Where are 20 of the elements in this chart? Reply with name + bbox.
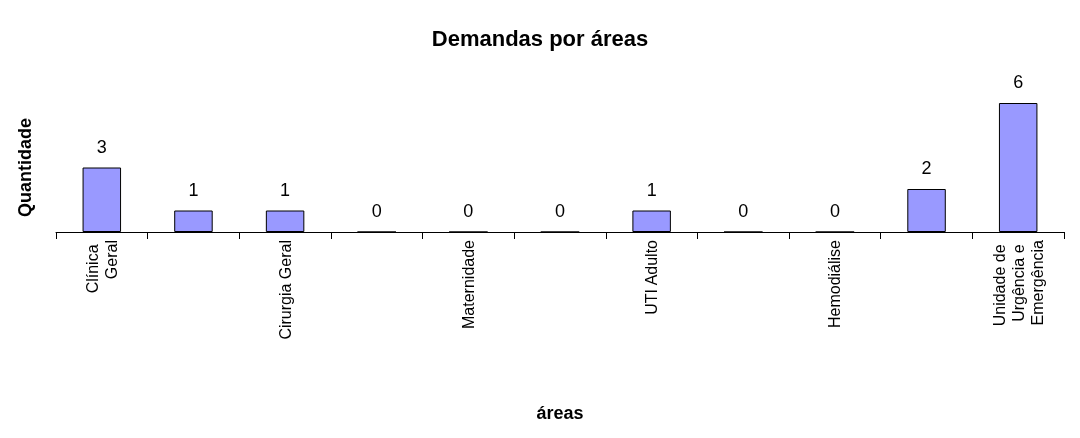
data-label: 1	[646, 179, 657, 200]
data-label: 0	[829, 200, 840, 221]
data-label: 0	[371, 200, 382, 221]
data-label: 2	[921, 158, 932, 178]
data-label: 0	[738, 200, 749, 221]
x-tick-label: Unidade de Urgência e Emergência	[990, 239, 1046, 327]
data-label: 6	[1013, 72, 1024, 92]
chart-title: Demandas por áreas	[431, 25, 649, 51]
x-tick-label: UTI Adulto	[643, 239, 661, 315]
x-tick-label: Clínica Geral	[83, 240, 120, 294]
data-label: 0	[463, 200, 474, 221]
data-label: 1	[280, 179, 291, 200]
y-axis-title: Quantidade	[15, 117, 35, 218]
data-label: 0	[554, 200, 566, 221]
data-label: 3	[96, 136, 107, 157]
x-tick-label: Hemodiálise	[826, 239, 844, 329]
x-tick-label: Cirurgia Geral	[276, 240, 294, 340]
x-tick-label: Maternidade	[459, 239, 477, 329]
data-label: 1	[188, 179, 199, 200]
x-axis-title: áreas	[536, 403, 584, 423]
